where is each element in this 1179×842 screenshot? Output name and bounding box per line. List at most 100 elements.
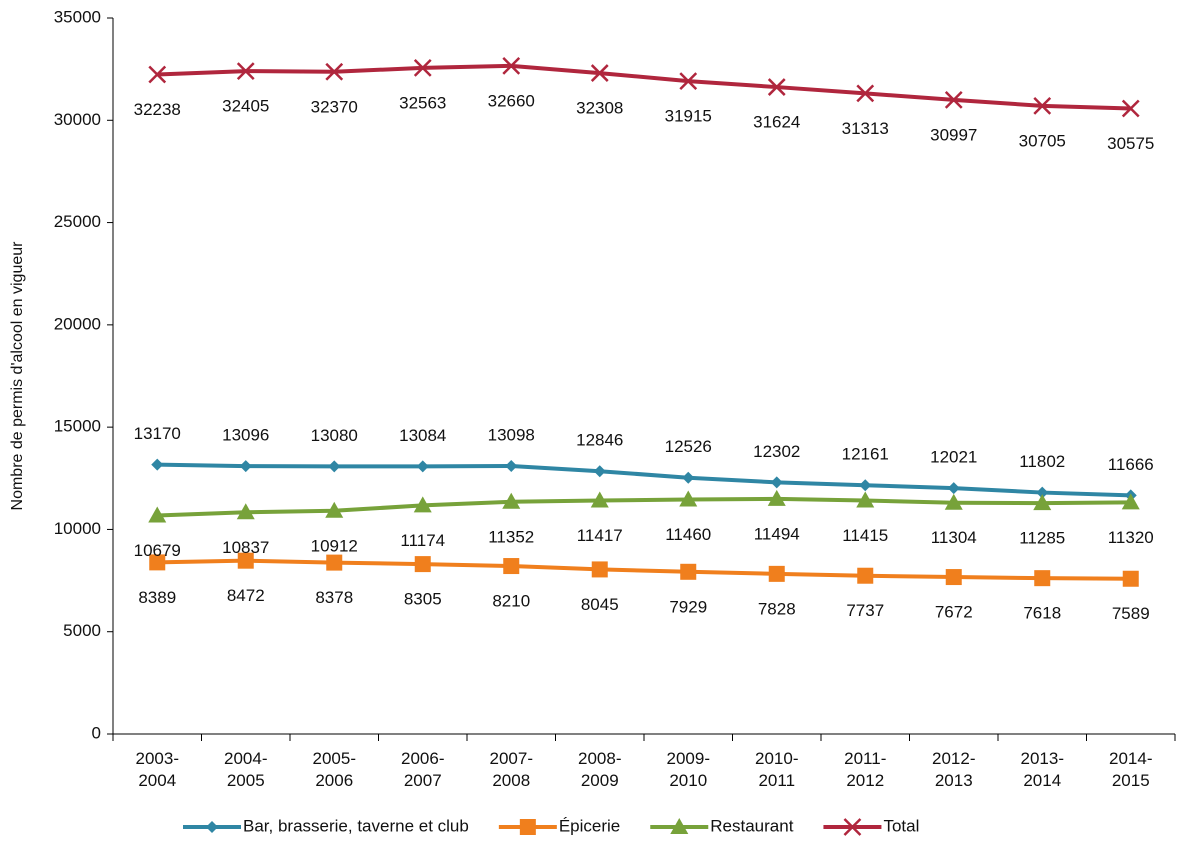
data-label: 13096: [222, 426, 269, 445]
x-tick-label: 2004-2005: [224, 749, 267, 790]
data-label: 30997: [930, 125, 977, 144]
y-tick-label: 0: [92, 723, 101, 742]
marker: [767, 489, 786, 506]
data-label: 30705: [1019, 131, 1066, 150]
marker: [328, 460, 341, 473]
y-tick-label: 20000: [54, 314, 101, 333]
series-line: [157, 63, 1131, 111]
data-label: 11285: [1019, 529, 1065, 548]
marker: [1122, 570, 1139, 587]
data-label: 30575: [1107, 134, 1154, 153]
data-label: 8472: [227, 586, 265, 605]
marker: [947, 482, 960, 495]
legend: Bar, brasserie, taverne et club Épicerie R…: [183, 816, 919, 836]
marker: [680, 563, 697, 580]
data-label: 32660: [488, 91, 535, 110]
marker: [1033, 494, 1052, 511]
x-tick-label: 2007-2008: [490, 749, 533, 790]
y-tick-label: 15000: [54, 417, 101, 436]
data-label: 12161: [842, 445, 889, 464]
marker: [148, 65, 167, 84]
x-tick-label: 2013-2014: [1021, 749, 1064, 790]
marker: [944, 91, 963, 109]
marker: [148, 506, 167, 523]
x-tick-label: 2008-2009: [578, 749, 621, 790]
data-label: 32405: [222, 97, 269, 116]
data-label: 32238: [134, 100, 181, 119]
marker: [767, 78, 786, 96]
marker: [236, 503, 255, 520]
marker: [591, 561, 608, 578]
series-line: [157, 462, 1131, 498]
marker: [843, 818, 862, 836]
marker: [593, 465, 606, 478]
marker: [505, 460, 518, 473]
data-label: 8378: [315, 588, 353, 607]
data-label: 7828: [758, 599, 796, 618]
y-axis-title: Nombre de permis d'alcool en vigueur: [9, 241, 26, 511]
marker: [856, 84, 875, 103]
data-label: 12526: [665, 437, 712, 456]
data-label: 13098: [488, 426, 535, 445]
marker: [768, 565, 785, 582]
data-label: 11666: [1108, 455, 1154, 474]
legend-label: Épicerie: [559, 816, 620, 835]
data-label: 13080: [311, 426, 358, 445]
data-label: 8210: [492, 592, 530, 611]
marker: [416, 460, 429, 473]
data-label: 11460: [665, 525, 711, 544]
y-tick-label: 5000: [63, 621, 101, 640]
data-label: 11174: [400, 531, 445, 550]
data-label: 11494: [754, 524, 800, 543]
data-label: 11417: [577, 526, 623, 545]
marker: [670, 818, 689, 834]
marker: [590, 64, 609, 82]
series-line: [157, 496, 1131, 518]
data-label: 8305: [404, 590, 442, 609]
marker: [857, 567, 874, 584]
data-label: 31915: [665, 107, 712, 126]
data-label: 12021: [930, 448, 977, 467]
data-label: 32308: [576, 99, 623, 118]
marker: [502, 492, 521, 509]
y-tick-label: 25000: [54, 212, 101, 231]
data-label: 10912: [311, 536, 358, 555]
data-label: 31624: [753, 113, 800, 132]
data-label: 11352: [488, 527, 534, 546]
marker: [679, 72, 698, 90]
legend-label: Total: [883, 816, 919, 835]
marker: [325, 501, 344, 518]
legend-label: Restaurant: [710, 816, 793, 835]
data-label: 12846: [576, 431, 623, 450]
marker: [770, 476, 783, 489]
marker: [236, 62, 255, 80]
marker: [679, 490, 698, 507]
marker: [413, 496, 432, 513]
marker: [945, 569, 962, 586]
marker: [519, 819, 536, 835]
marker: [502, 56, 521, 75]
data-label: 31313: [842, 119, 889, 138]
marker: [149, 554, 166, 571]
y-tick-label: 30000: [54, 110, 101, 129]
marker: [856, 491, 875, 508]
data-label: 11320: [1108, 528, 1154, 547]
data-label: 12302: [753, 442, 800, 461]
marker: [239, 460, 252, 473]
marker: [206, 821, 218, 833]
x-tick-label: 2006-2007: [401, 749, 444, 790]
x-tick-label: 2003-2004: [136, 749, 179, 790]
data-label: 10679: [134, 541, 181, 560]
x-tick-label: 2005-2006: [313, 749, 356, 790]
marker: [1036, 486, 1049, 499]
data-label: 32563: [399, 93, 446, 112]
data-label: 13170: [134, 424, 181, 443]
y-tick-label: 35000: [54, 7, 101, 26]
series-line: [157, 558, 1131, 581]
marker: [414, 556, 431, 573]
legend-label: Bar, brasserie, taverne et club: [243, 816, 469, 835]
data-label: 11802: [1019, 452, 1065, 471]
marker: [1033, 96, 1052, 115]
marker: [590, 491, 609, 508]
